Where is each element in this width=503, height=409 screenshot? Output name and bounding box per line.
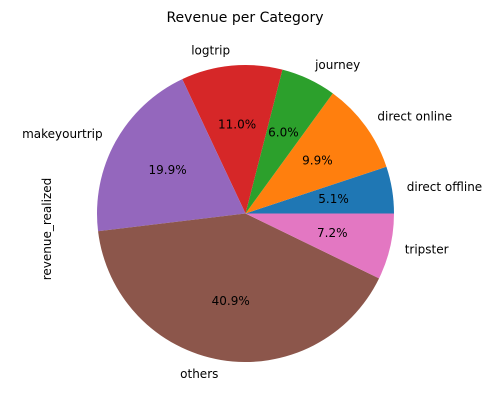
slice-label: logtrip xyxy=(191,43,230,57)
slice-percent-label: 40.9% xyxy=(212,294,250,308)
pie-slice-tripster xyxy=(245,213,394,279)
slice-percent-label: 5.1% xyxy=(318,192,349,206)
slice-percent-label: 19.9% xyxy=(149,163,187,177)
slice-percent-label: 11.0% xyxy=(218,117,256,131)
pie-slice-direct-online xyxy=(245,93,387,214)
slice-label: tripster xyxy=(405,243,449,257)
pie-slice-direct-offline xyxy=(245,166,395,214)
pie-labels: direct offline 5.1% direct online 9.9% journ… xyxy=(22,43,482,381)
pie-slices xyxy=(97,65,395,362)
slice-percent-label: 6.0% xyxy=(268,125,299,139)
slice-label: journey xyxy=(314,58,360,72)
pie-slice-journey xyxy=(245,69,333,214)
slice-percent-label: 7.2% xyxy=(317,226,348,240)
slice-label: direct online xyxy=(377,110,452,124)
slice-percent-label: 9.9% xyxy=(302,153,333,167)
pie-slice-logtrip xyxy=(182,65,283,214)
chart-title: Revenue per Category xyxy=(166,10,323,26)
slice-label: direct offline xyxy=(407,180,482,194)
y-axis-label: revenue_realized xyxy=(40,178,54,281)
pie-slice-others xyxy=(98,213,380,362)
slice-label: others xyxy=(180,367,218,381)
pie-slice-makeyourtrip xyxy=(97,79,246,232)
slice-label: makeyourtrip xyxy=(22,127,103,141)
